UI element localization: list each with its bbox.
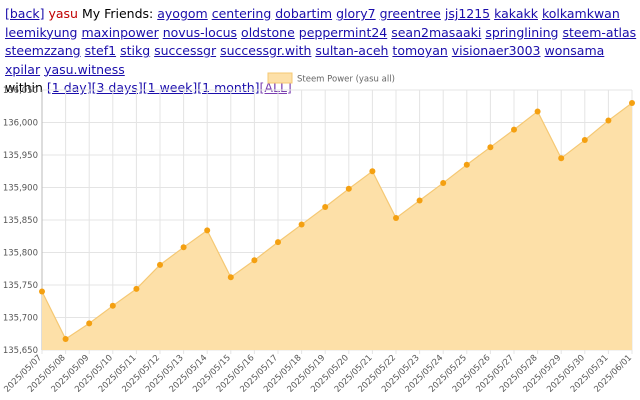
friend-link[interactable]: novus-locus xyxy=(162,24,238,40)
within-label: within xyxy=(5,80,43,95)
friend-link[interactable]: visionaer3003 xyxy=(451,43,541,58)
friend-link[interactable]: jsj1215 xyxy=(444,6,491,21)
friend-link[interactable]: xpilar xyxy=(5,61,41,77)
data-point xyxy=(322,204,329,210)
y-tick-label: 135,850 xyxy=(3,216,38,226)
back-link[interactable]: [back] xyxy=(5,6,45,21)
friend-link[interactable]: steem-atlas xyxy=(562,24,637,40)
data-point xyxy=(629,100,635,106)
data-point xyxy=(39,288,45,295)
current-user-name: yasu xyxy=(48,6,78,21)
range-link[interactable]: [1 day] xyxy=(46,80,92,95)
data-point xyxy=(227,274,234,281)
friend-link[interactable]: successgr xyxy=(154,43,217,58)
friend-link[interactable]: ayogom xyxy=(157,6,208,21)
legend-label: Steem Power (yasu all) xyxy=(297,75,395,85)
friend-link[interactable]: centering xyxy=(211,6,272,21)
data-point xyxy=(204,227,211,234)
y-tick-label: 135,900 xyxy=(3,184,38,194)
data-point xyxy=(157,261,163,268)
y-axis-ticks: 135,650 135,700 135,750 135,800 135,850 135,9… xyxy=(3,86,38,356)
friend-link[interactable]: peppermint24 xyxy=(298,24,388,40)
friend-link[interactable]: glory7 xyxy=(336,6,376,21)
range-link[interactable]: [3 days] xyxy=(91,80,143,95)
y-tick-label: 136,050 xyxy=(3,86,38,96)
friend-link[interactable]: sean2masaaki xyxy=(391,24,482,40)
data-point xyxy=(345,185,352,192)
friend-link[interactable]: oldstone xyxy=(241,24,295,40)
y-tick-label: 135,650 xyxy=(3,346,38,356)
friend-link[interactable]: stikg xyxy=(120,43,151,58)
data-point xyxy=(534,108,541,115)
range-row: within [1 day][3 days][1 week][1 month][… xyxy=(5,79,637,98)
data-point xyxy=(251,257,258,264)
data-point xyxy=(463,161,470,168)
range-links: [1 day][3 days][1 week][1 month][ALL] xyxy=(47,80,292,95)
chart-points xyxy=(39,100,635,342)
friend-link[interactable]: steemzzang xyxy=(5,43,81,58)
friend-link[interactable]: springlining xyxy=(485,24,559,40)
y-tick-label: 136,000 xyxy=(3,119,38,129)
data-point xyxy=(275,239,281,246)
data-point xyxy=(511,126,517,133)
data-point xyxy=(416,197,423,204)
friend-link[interactable]: kolkamkwan xyxy=(541,6,620,21)
friend-link[interactable]: greentree xyxy=(379,6,441,21)
chart-legend: Steem Power (yasu all) xyxy=(267,72,395,85)
friend-link[interactable]: maxinpower xyxy=(81,24,159,40)
data-point xyxy=(558,155,565,162)
friend-link[interactable]: kakakk xyxy=(494,6,538,21)
chart-area xyxy=(41,102,633,350)
y-tick-label: 135,800 xyxy=(3,249,38,259)
series-line xyxy=(41,102,633,340)
friend-link[interactable]: tomoyan xyxy=(392,43,448,58)
friend-link[interactable]: yasu.witness xyxy=(44,61,125,77)
data-point xyxy=(109,302,116,309)
range-link[interactable]: [ALL] xyxy=(259,80,292,95)
friend-link[interactable]: leemikyung xyxy=(5,24,78,40)
friends-row: [back] yasu My Friends: ayogom centering… xyxy=(5,5,637,79)
friend-link[interactable]: sultan-aceh xyxy=(315,43,389,58)
data-point xyxy=(581,137,588,144)
data-point xyxy=(487,144,494,151)
range-link[interactable]: [1 month] xyxy=(197,80,260,95)
data-point xyxy=(369,168,376,175)
data-point xyxy=(86,320,93,327)
data-point xyxy=(62,335,69,342)
area-fill xyxy=(42,103,632,350)
data-point xyxy=(393,215,399,222)
friend-link[interactable]: stef1 xyxy=(84,43,117,58)
data-point xyxy=(180,244,187,251)
x-axis-ticks: 2025/05/072025/05/082025/05/092025/05/10… xyxy=(2,353,634,395)
data-point xyxy=(440,179,447,186)
friend-link[interactable]: wonsama xyxy=(544,43,605,58)
friend-link[interactable]: dobartim xyxy=(275,6,333,21)
data-point xyxy=(605,117,612,124)
friends-label: My Friends: xyxy=(81,6,154,21)
data-point xyxy=(298,221,305,228)
y-tick-label: 135,950 xyxy=(3,151,38,161)
friend-link[interactable]: successgr.with xyxy=(220,43,312,58)
steem-power-chart: Steem Power (yasu all) 135,650135,700135… xyxy=(2,72,635,395)
nav-bar: [back] yasu My Friends: ayogom centering… xyxy=(5,5,637,98)
legend-swatch xyxy=(267,72,293,84)
y-tick-label: 135,700 xyxy=(3,314,38,324)
y-tick-label: 135,750 xyxy=(3,281,38,291)
friends-list: ayogom centering dobartim glory7 greentr… xyxy=(5,6,636,77)
data-point xyxy=(133,285,140,292)
